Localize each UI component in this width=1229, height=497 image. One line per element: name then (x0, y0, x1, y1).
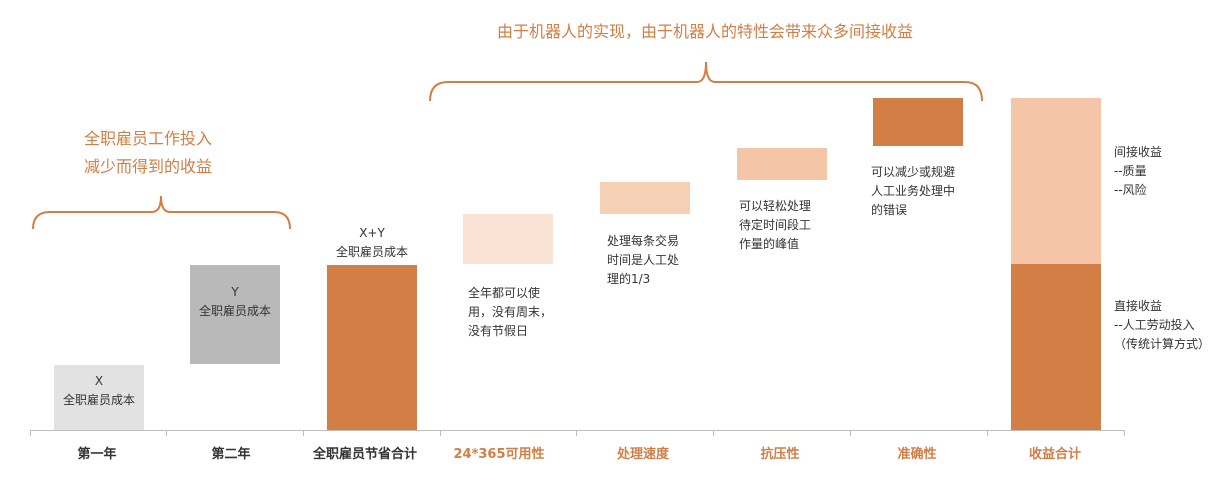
bar-speed (600, 182, 690, 214)
note-speed-line: 时间是人工处 (607, 253, 680, 267)
bar-total-saving-label: 全职雇员成本 (335, 245, 408, 259)
axis-label-speed: 处理速度 (616, 447, 669, 462)
x-axis-tick (987, 430, 988, 436)
note-speed-line: 理的1/3 (607, 272, 651, 286)
bar-total-saving-symbol: X+Y (359, 226, 385, 240)
top-title: 由于机器人的实现，由于机器人的特性会带来众多间接收益 (496, 22, 913, 41)
note-availability-line: 全年都可以使 (468, 286, 541, 300)
bar-year2 (190, 265, 280, 364)
note-accuracy: 可以减少或规避 人工业务处理中 的错误 (871, 163, 991, 220)
note-accuracy-line: 人工业务处理中 (871, 184, 956, 198)
legend-indirect-line: --风险 (1114, 183, 1147, 197)
bar-year1-text: X 全职雇员成本 (54, 372, 144, 410)
axis-label-pressure: 抗压性 (760, 447, 800, 462)
axis-label-total-saving: 全职雇员节省合计 (312, 447, 417, 462)
axis-label-year2: 第二年 (211, 447, 251, 462)
left-title-line-1: 全职雇员工作投入 (84, 129, 213, 148)
axis-label-year1: 第一年 (77, 447, 117, 462)
legend-indirect-line: 间接收益 (1114, 145, 1163, 159)
note-pressure-line: 作量的峰值 (739, 237, 800, 251)
bar-total-indirect (1011, 98, 1101, 264)
bar-total-saving-text: X+Y 全职雇员成本 (316, 224, 428, 262)
left-title-line-2: 减少而得到的收益 (84, 157, 213, 176)
x-axis-tick (576, 430, 577, 436)
note-speed: 处理每条交易 时间是人工处 理的1/3 (607, 232, 717, 289)
note-availability-line: 用，没有周末， (468, 305, 553, 319)
note-pressure-line: 待定时间段工 (739, 218, 812, 232)
legend-indirect-line: --质量 (1114, 164, 1147, 178)
bar-total-direct (1011, 264, 1101, 430)
x-axis-tick (713, 430, 714, 436)
x-axis-tick (440, 430, 441, 436)
x-axis-tick (303, 430, 304, 436)
legend-direct-line: 直接收益 (1114, 299, 1163, 313)
note-availability: 全年都可以使 用，没有周末， 没有节假日 (468, 284, 588, 341)
legend-direct: 直接收益 --人工劳动投入 （传统计算方式） (1114, 297, 1226, 354)
bar-pressure (737, 148, 827, 180)
axis-label-availability: 24*365可用性 (453, 447, 545, 462)
bar-year2-symbol: Y (231, 285, 239, 299)
note-accuracy-line: 的错误 (871, 203, 908, 217)
bar-year1-label: 全职雇员成本 (62, 393, 135, 407)
note-accuracy-line: 可以减少或规避 (871, 165, 956, 179)
x-axis-tick (850, 430, 851, 436)
note-pressure: 可以轻松处理 待定时间段工 作量的峰值 (739, 197, 849, 254)
left-title: 全职雇员工作投入 减少而得到的收益 (84, 125, 284, 181)
x-axis-tick (30, 430, 31, 436)
axis-label-accuracy: 准确性 (897, 447, 937, 462)
bar-availability (463, 214, 553, 264)
x-axis-tick (166, 430, 167, 436)
x-axis-line (30, 430, 1125, 431)
legend-direct-line: --人工劳动投入 (1114, 318, 1195, 332)
bar-accuracy (873, 98, 963, 146)
note-pressure-line: 可以轻松处理 (739, 199, 812, 213)
legend-direct-line: （传统计算方式） (1114, 337, 1211, 351)
note-availability-line: 没有节假日 (468, 324, 529, 338)
bar-year1 (54, 365, 144, 430)
bar-year2-label: 全职雇员成本 (198, 304, 271, 318)
bar-year2-text: Y 全职雇员成本 (190, 283, 280, 321)
bar-year1-symbol: X (94, 374, 104, 388)
legend-indirect: 间接收益 --质量 --风险 (1114, 143, 1224, 200)
axis-label-total-benefit: 收益合计 (1028, 447, 1081, 462)
note-speed-line: 处理每条交易 (607, 234, 680, 248)
x-axis-tick (1124, 430, 1125, 436)
bar-total-saving (327, 265, 417, 430)
